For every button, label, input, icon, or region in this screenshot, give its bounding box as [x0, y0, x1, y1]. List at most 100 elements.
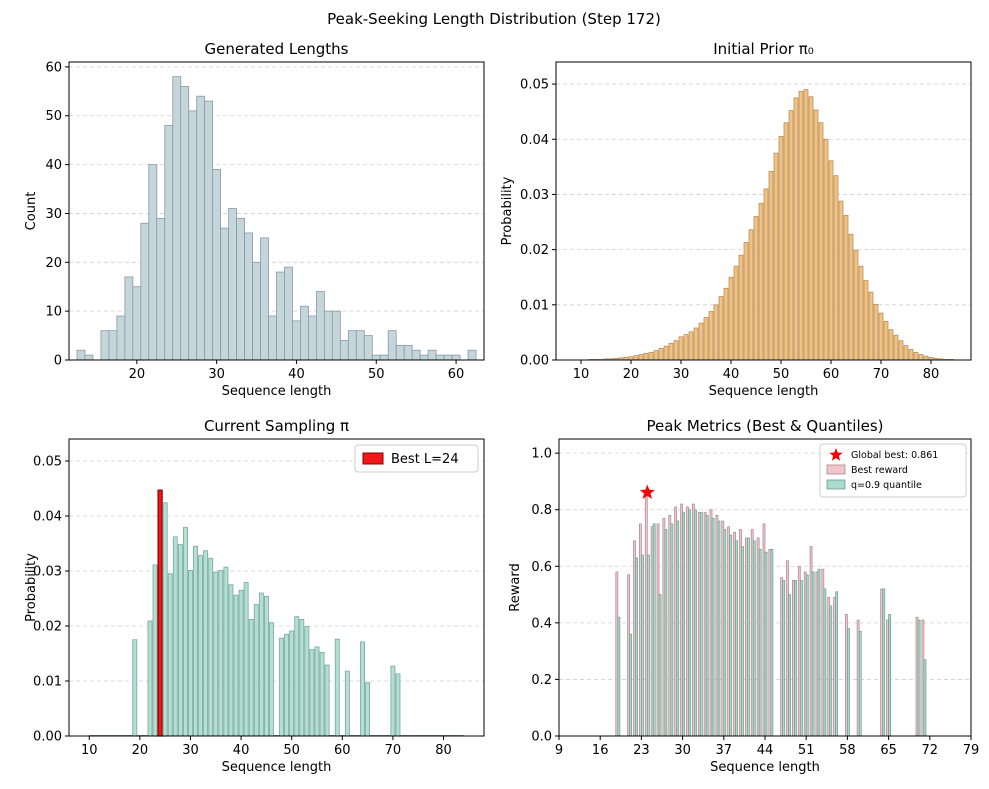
histogram-bar	[164, 125, 174, 361]
histogram-bar	[228, 208, 237, 361]
quantile-bar	[882, 588, 886, 737]
x-tick-label: 30	[674, 743, 691, 758]
x-tick-label: 80	[923, 367, 940, 382]
prior-bar	[653, 350, 659, 361]
quantile-bar	[847, 628, 850, 737]
histogram-bar	[180, 86, 190, 361]
chart-title: Initial Prior π₀	[713, 40, 814, 58]
y-tick-label: 0.01	[520, 298, 549, 313]
histogram-bar	[331, 310, 341, 361]
x-tick-label: 72	[922, 743, 939, 758]
sampling-bar	[223, 566, 229, 737]
y-tick-label: 40	[45, 158, 62, 173]
prior-bar	[788, 110, 794, 361]
x-tick-label: 10	[81, 743, 98, 758]
sampling-bar	[299, 619, 305, 737]
quantile-bar	[729, 534, 733, 737]
histogram-bar	[172, 76, 182, 361]
quantile-bar	[652, 523, 656, 737]
histogram-bar	[148, 164, 158, 361]
sampling-bar	[228, 584, 234, 737]
legend-swatch-best	[362, 452, 384, 465]
prior-bar	[838, 200, 844, 361]
y-tick-label: 0.4	[531, 616, 552, 631]
prior-bar	[873, 303, 879, 361]
prior-bar	[763, 188, 769, 361]
quantile-bar	[694, 509, 697, 737]
x-tick-label: 50	[773, 367, 790, 382]
prior-bar	[698, 322, 704, 361]
quantile-bar	[888, 614, 892, 737]
y-tick-label: 0.03	[33, 565, 62, 580]
y-tick-label: 0.00	[520, 354, 549, 369]
prior-bar	[748, 229, 754, 361]
histogram-bar	[132, 286, 142, 361]
prior-bar	[848, 233, 854, 361]
quantile-bar	[823, 588, 827, 737]
y-tick-label: 0.2	[531, 673, 552, 688]
sampling-bar	[167, 573, 173, 737]
quantile-bar	[746, 537, 750, 737]
histogram-bar	[467, 349, 477, 361]
legend-label-quantile: q=0.9 quantile	[851, 480, 922, 491]
quantile-bar	[835, 591, 839, 737]
sampling-bar	[294, 616, 300, 737]
prior-bar	[878, 312, 884, 361]
prior-bar	[903, 345, 909, 361]
chart-title: Current Sampling π	[204, 417, 349, 435]
prior-bar	[663, 345, 669, 361]
quantile-bar	[629, 633, 633, 737]
quantile-bar	[723, 529, 727, 737]
figure-title: Peak-Seeking Length Distribution (Step 1…	[327, 10, 661, 28]
prior-bar	[638, 354, 644, 361]
legend-label-global-best: Global best: 0.861	[851, 450, 938, 461]
quantile-bar	[805, 574, 809, 737]
y-tick-label: 0.00	[33, 730, 62, 745]
sampling-bar	[188, 570, 193, 737]
sampling-bar	[208, 557, 214, 737]
x-tick-label: 51	[798, 743, 815, 758]
histogram-bar	[268, 315, 277, 361]
quantile-bar	[794, 580, 797, 737]
x-tick-label: 16	[592, 743, 609, 758]
histogram-bar	[316, 291, 325, 361]
histogram-bar	[427, 349, 437, 361]
y-axis-label: Probability	[500, 176, 515, 245]
histogram-bar	[252, 261, 261, 361]
x-tick-label: 30	[182, 743, 199, 758]
y-tick-label: 10	[45, 305, 62, 320]
histogram-bar	[260, 237, 269, 361]
y-axis-label: Count	[24, 192, 39, 231]
sampling-bar	[360, 641, 365, 737]
legend-swatch-best-reward	[826, 464, 846, 475]
prior-bar	[798, 90, 804, 361]
histogram-bar	[140, 222, 150, 361]
histogram-bar	[84, 354, 94, 361]
histogram-bar	[308, 315, 317, 361]
prior-bar	[668, 343, 674, 361]
sampling-bar	[152, 564, 158, 737]
quantile-bar	[782, 580, 786, 737]
sampling-bar	[177, 544, 183, 737]
sampling-bar	[198, 555, 204, 737]
y-tick-label: 0.02	[520, 243, 549, 258]
prior-bar	[678, 336, 684, 361]
prior-bar	[913, 351, 919, 361]
chart-initial-prior: 10 20 30 40 50 60 70 80 0.00 0.01 0.02 0.03 0.04 0.05…	[500, 40, 972, 399]
prior-bar	[703, 317, 709, 361]
y-tick-label: 60	[45, 60, 62, 75]
sampling-bar	[365, 682, 371, 737]
histogram-bar	[371, 354, 381, 361]
histogram-bar	[379, 354, 389, 361]
y-axis-label: Reward	[508, 563, 523, 611]
prior-bar	[923, 355, 929, 361]
sampling-bar	[324, 664, 330, 737]
y-tick-label: 20	[45, 256, 62, 271]
x-tick-label: 30	[208, 367, 225, 382]
x-tick-label: 70	[385, 743, 402, 758]
x-tick-label: 10	[573, 367, 590, 382]
quantile-bar	[817, 568, 821, 737]
histogram-bar	[196, 95, 206, 361]
sampling-bar	[344, 670, 350, 737]
quantile-bar	[741, 546, 744, 737]
